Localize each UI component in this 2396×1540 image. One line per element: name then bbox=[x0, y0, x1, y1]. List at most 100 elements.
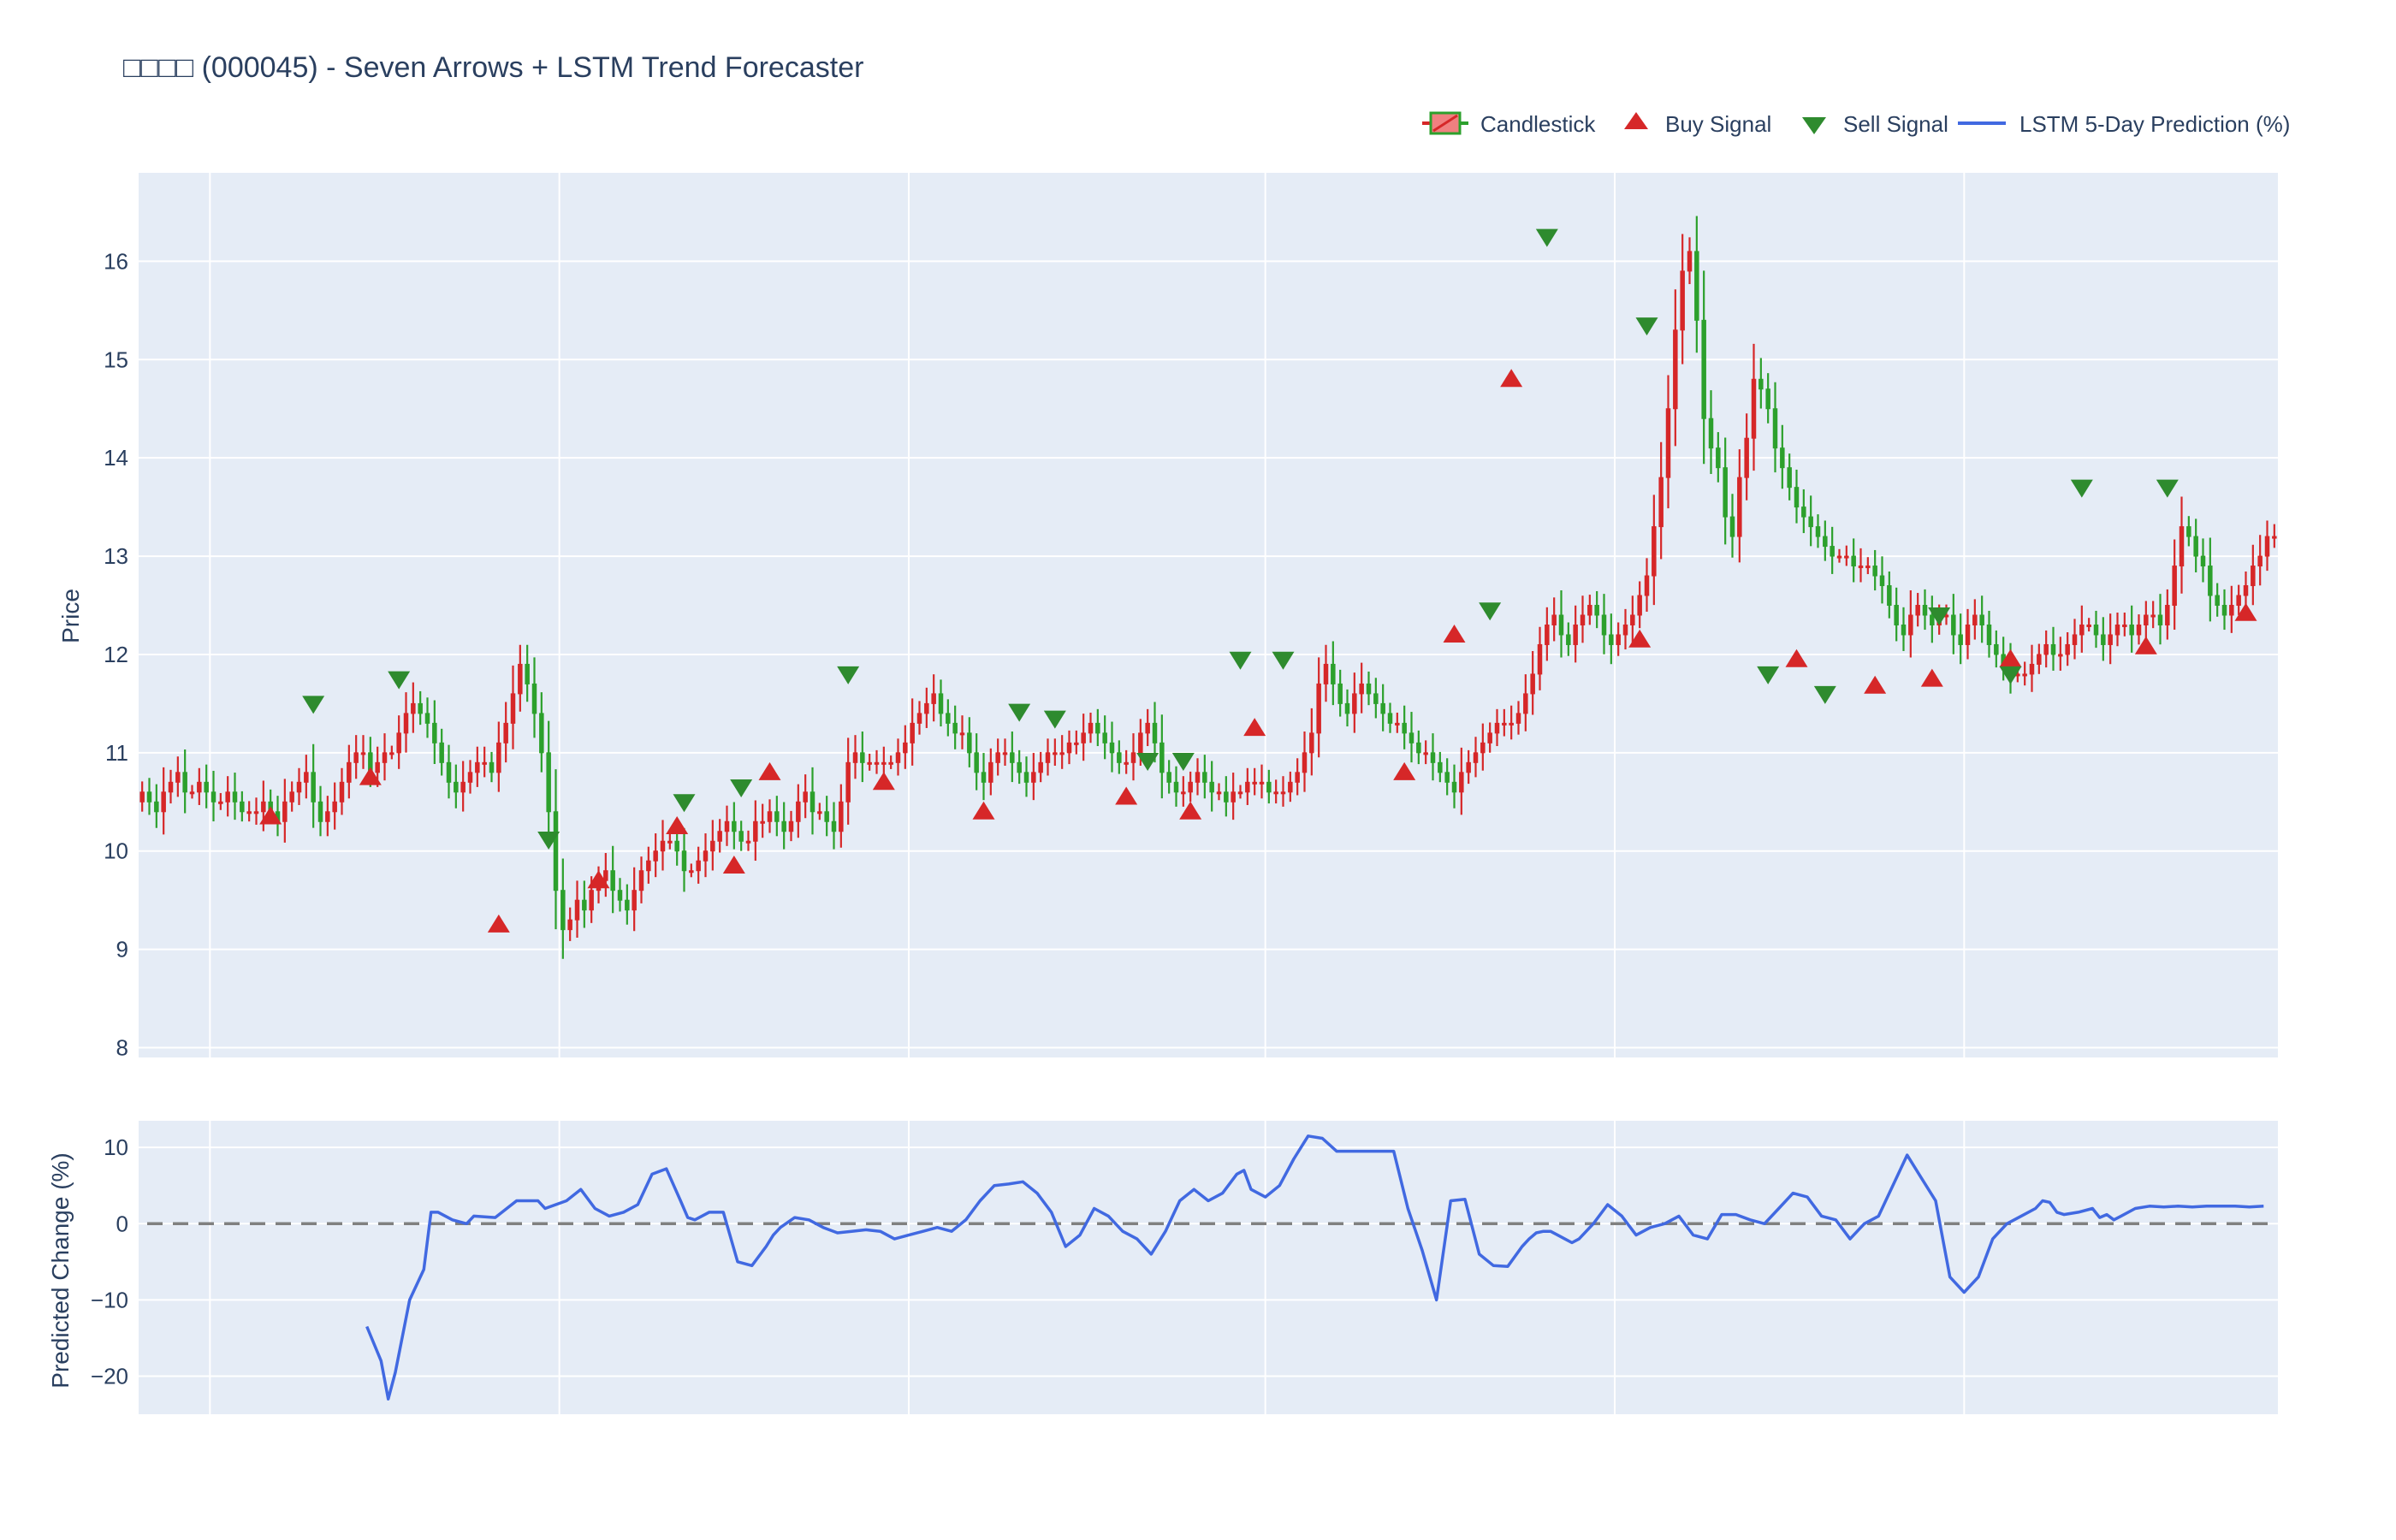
candle-body bbox=[1901, 624, 1907, 636]
candlestick bbox=[1879, 556, 1885, 604]
candlestick bbox=[745, 830, 751, 851]
candle-body bbox=[1872, 566, 1877, 577]
price-y-tick-label: 8 bbox=[116, 1035, 128, 1061]
legend-item-candlestick[interactable]: Candlestick bbox=[1422, 111, 1596, 137]
candle-body bbox=[646, 860, 651, 872]
candle-body bbox=[161, 791, 166, 813]
candle-body bbox=[1466, 761, 1471, 773]
candlestick bbox=[2072, 619, 2078, 660]
candlestick bbox=[232, 773, 238, 820]
candle-body bbox=[460, 781, 466, 793]
candle-body bbox=[2172, 566, 2177, 607]
sell-signal-marker bbox=[1008, 703, 1031, 722]
candle-body bbox=[253, 811, 259, 814]
candlestick bbox=[681, 827, 687, 892]
candle-body bbox=[1344, 702, 1350, 714]
candlestick bbox=[289, 781, 294, 812]
candlestick bbox=[1751, 343, 1757, 471]
candlestick bbox=[931, 674, 936, 722]
legend-item-buy-signal[interactable]: Buy Signal bbox=[1624, 111, 1771, 137]
candlestick bbox=[1687, 237, 1693, 285]
candlestick bbox=[2243, 571, 2249, 609]
candlestick bbox=[1331, 641, 1336, 706]
candle-body bbox=[845, 761, 851, 803]
candlestick bbox=[703, 833, 709, 878]
candlestick bbox=[995, 738, 1000, 776]
candle-body bbox=[1409, 732, 1414, 743]
candle-body bbox=[475, 761, 480, 773]
candlestick bbox=[246, 801, 252, 822]
candlestick bbox=[175, 756, 181, 797]
candlestick bbox=[1181, 776, 1186, 807]
candle-body bbox=[1545, 624, 1550, 645]
candlestick bbox=[1587, 595, 1592, 625]
candlestick bbox=[139, 781, 145, 812]
candlestick bbox=[1801, 489, 1806, 534]
candlestick bbox=[2272, 524, 2277, 548]
candle-body bbox=[1416, 742, 1421, 754]
candlestick bbox=[860, 732, 865, 783]
candle-body bbox=[261, 801, 266, 813]
candle-body bbox=[525, 663, 530, 684]
candle-body bbox=[482, 761, 487, 765]
candlestick bbox=[796, 784, 801, 838]
candle-body bbox=[2251, 566, 2256, 587]
legend-item-lstm-prediction[interactable]: LSTM 5-Day Prediction (%) bbox=[1958, 111, 2290, 137]
sell-signal-marker bbox=[302, 696, 325, 714]
candlestick bbox=[2179, 496, 2185, 594]
candle-body bbox=[638, 870, 644, 891]
candle-body bbox=[1066, 742, 1072, 754]
candlestick bbox=[845, 737, 851, 825]
candlestick bbox=[781, 802, 786, 850]
candle-body bbox=[446, 761, 452, 783]
candlestick bbox=[446, 744, 452, 799]
candle-body bbox=[317, 801, 323, 822]
candlestick bbox=[1652, 495, 1657, 606]
candle-body bbox=[732, 820, 737, 832]
candlestick bbox=[332, 782, 337, 830]
candlestick bbox=[916, 701, 922, 735]
candle-body bbox=[824, 811, 829, 822]
candle-body bbox=[724, 820, 730, 832]
candle-body bbox=[738, 831, 744, 842]
candle-body bbox=[660, 840, 666, 852]
candle-body bbox=[617, 890, 623, 901]
candle-body bbox=[1951, 614, 1956, 636]
candlestick bbox=[1851, 538, 1856, 583]
candle-body bbox=[1801, 506, 1806, 518]
candlestick bbox=[1644, 558, 1650, 612]
legend-item-sell-signal[interactable]: Sell Signal bbox=[1802, 111, 1948, 137]
candlestick bbox=[424, 697, 430, 738]
candle-body bbox=[860, 752, 865, 763]
candlestick bbox=[197, 767, 202, 805]
candlestick bbox=[1002, 738, 1008, 767]
candle-body bbox=[2264, 536, 2270, 557]
candlestick bbox=[396, 715, 401, 769]
candlestick bbox=[788, 810, 794, 842]
candle-body bbox=[1616, 634, 1621, 645]
candlestick bbox=[1188, 771, 1193, 803]
candle-body bbox=[146, 791, 152, 803]
candle-body bbox=[2050, 643, 2056, 655]
candle-body bbox=[1652, 526, 1657, 577]
buy-signal-marker bbox=[1920, 668, 1943, 687]
candle-body bbox=[1152, 722, 1158, 743]
buy-signal-marker bbox=[1785, 649, 1808, 667]
candlestick bbox=[867, 753, 872, 771]
candle-body bbox=[1081, 732, 1086, 743]
candle-body bbox=[867, 761, 872, 765]
candlestick bbox=[1794, 469, 1800, 524]
candle-body bbox=[1224, 791, 1229, 803]
candlestick bbox=[1922, 589, 1928, 631]
candlestick bbox=[2022, 661, 2027, 686]
candlestick bbox=[895, 738, 901, 776]
price-y-tick-label: 10 bbox=[104, 838, 128, 864]
candlestick bbox=[1509, 705, 1514, 740]
candle-body bbox=[1836, 555, 1842, 559]
candle-body bbox=[1609, 634, 1614, 645]
legend-label-sell-signal: Sell Signal bbox=[1843, 111, 1948, 137]
candle-body bbox=[1423, 752, 1428, 755]
candlestick bbox=[2050, 626, 2056, 671]
candlestick bbox=[2043, 630, 2049, 668]
